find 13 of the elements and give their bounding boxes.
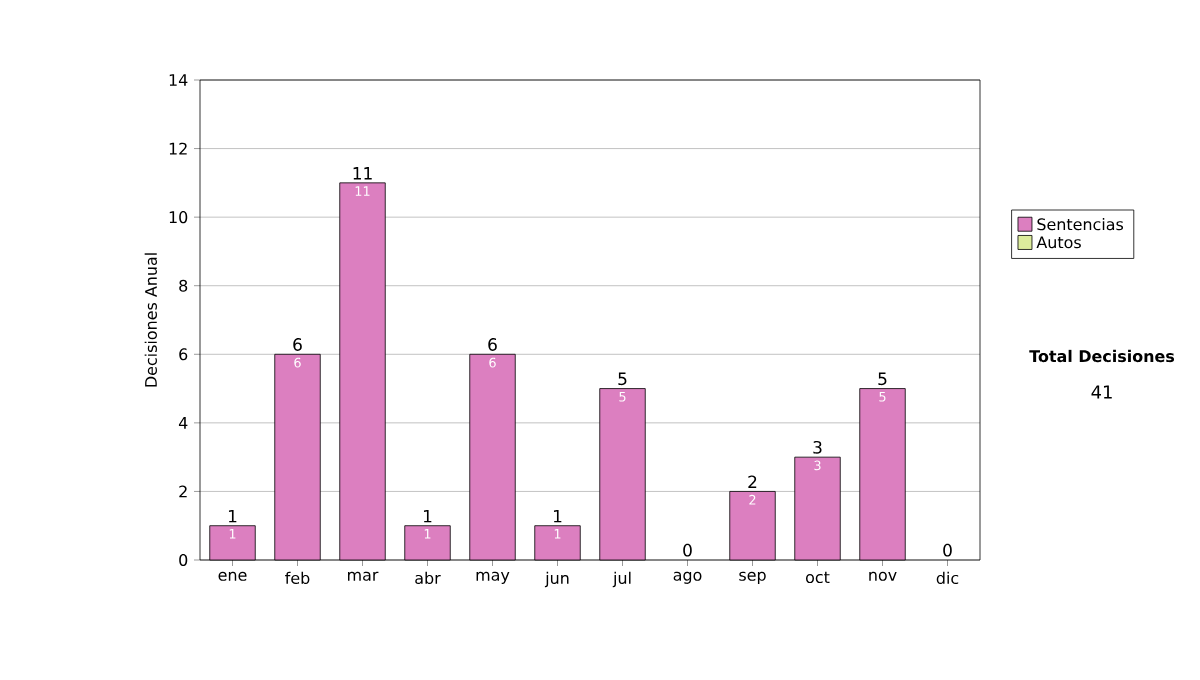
text: 41 <box>1091 385 1112 399</box>
total-label: 6 <box>293 338 302 351</box>
total-label: 11 <box>353 167 372 180</box>
total-label: 1 <box>423 509 432 523</box>
total-label: 3 <box>813 440 822 454</box>
total-label: 0 <box>683 543 692 557</box>
total-label: 5 <box>878 372 887 386</box>
total-label: 1 <box>553 509 562 523</box>
total-label: 5 <box>618 372 627 386</box>
total-label: 6 <box>488 338 497 351</box>
total-label: 0 <box>943 543 952 557</box>
total-label: 1 <box>228 509 237 523</box>
total-label: 2 <box>748 475 757 489</box>
